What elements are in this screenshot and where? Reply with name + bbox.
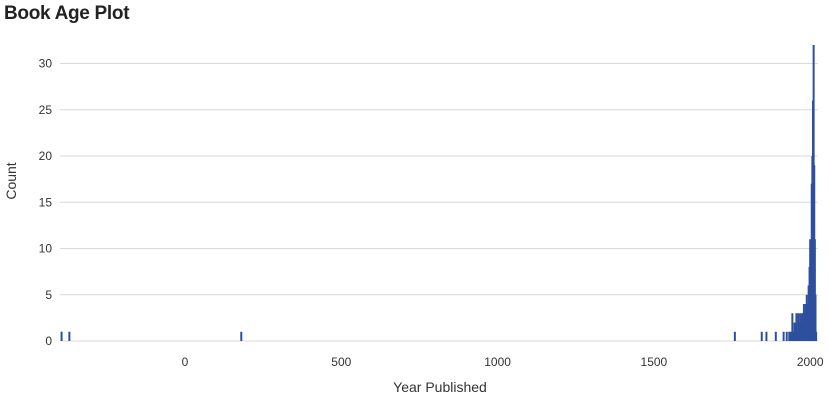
x-tick-labels: 0 500 1000 1500 2000 (182, 355, 824, 369)
bar (813, 239, 816, 341)
y-tick-label: 25 (39, 103, 53, 117)
x-tick-label: 500 (331, 355, 351, 369)
y-tick-label: 30 (39, 57, 53, 71)
y-axis-label: Count (3, 162, 19, 199)
y-tick-label: 0 (45, 334, 52, 348)
bars (60, 45, 818, 341)
bar (765, 331, 768, 341)
bar (815, 331, 818, 341)
x-tick-label: 2000 (797, 355, 824, 369)
bar (60, 331, 63, 341)
y-tick-label: 5 (45, 288, 52, 302)
grid-lines (60, 63, 818, 342)
bar (795, 313, 798, 341)
x-tick-label: 0 (182, 355, 189, 369)
bar (789, 331, 792, 341)
bar (788, 331, 791, 341)
x-tick-label: 1000 (484, 355, 511, 369)
bar (814, 294, 817, 341)
y-tick-labels: 0 5 10 15 20 25 30 (39, 57, 53, 349)
y-tick-label: 20 (39, 149, 53, 163)
x-axis-label: Year Published (393, 379, 487, 395)
y-tick-label: 15 (39, 195, 53, 209)
y-tick-label: 10 (39, 242, 53, 256)
x-tick-label: 1500 (641, 355, 668, 369)
bar (782, 331, 785, 341)
bar (733, 331, 736, 341)
bar (760, 331, 763, 341)
bar (792, 331, 795, 341)
bar (68, 331, 71, 341)
bar (791, 313, 794, 341)
chart-title: Book Age Plot (4, 3, 130, 24)
bar (240, 331, 243, 341)
bar (774, 331, 777, 341)
bar (785, 331, 788, 341)
